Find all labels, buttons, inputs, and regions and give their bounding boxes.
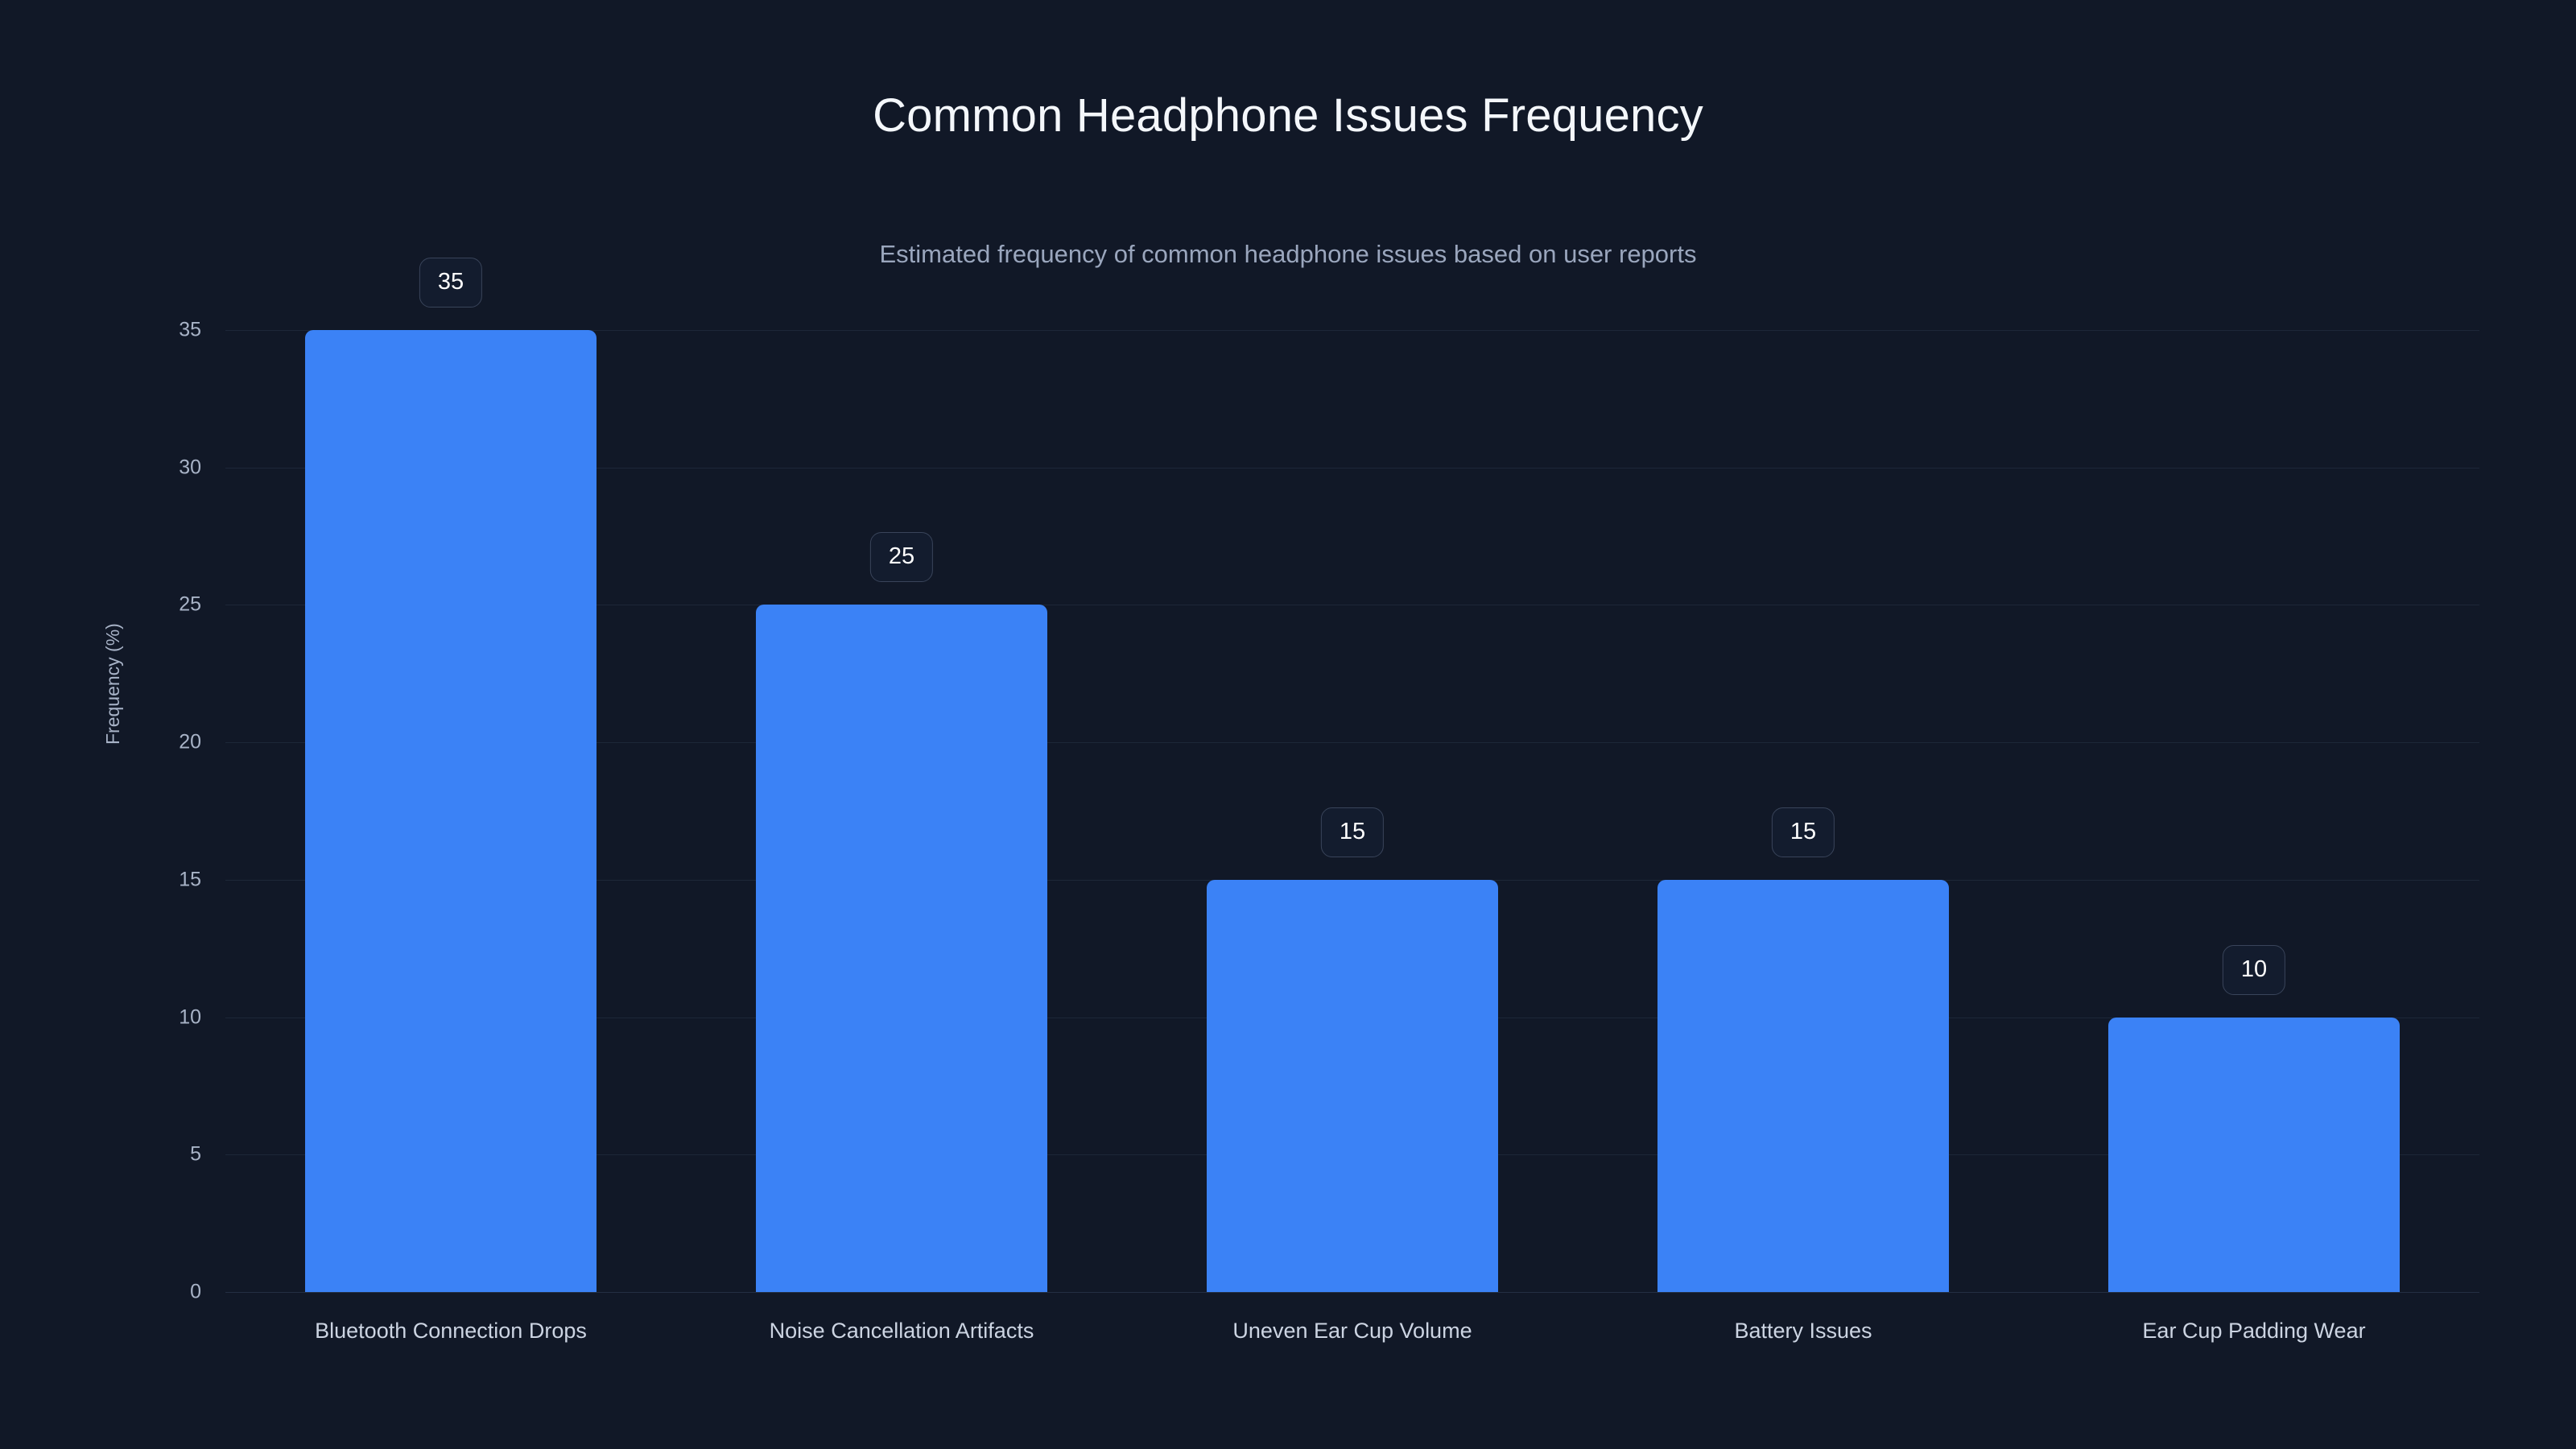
- plot-area: 35 25 15 15 10: [225, 258, 2479, 1293]
- bar[interactable]: [2108, 1017, 2400, 1292]
- chart-subtitle: Estimated frequency of common headphone …: [879, 240, 1697, 268]
- chart-title: Common Headphone Issues Frequency: [873, 89, 1703, 142]
- bar[interactable]: [305, 330, 597, 1292]
- bar-group[interactable]: 25: [756, 330, 1047, 1292]
- bar-value-label: 15: [1771, 807, 1835, 857]
- y-axis-tick-label: 35: [179, 318, 201, 341]
- gridline: [225, 742, 2479, 744]
- x-axis-tick-label: Battery Issues: [1734, 1319, 1872, 1343]
- bar-group[interactable]: 10: [2108, 330, 2400, 1292]
- bar-value-label: 15: [1320, 807, 1385, 857]
- bar-value-label: 10: [2222, 944, 2286, 995]
- bar[interactable]: [1657, 879, 1949, 1292]
- gridline: [225, 330, 2479, 331]
- x-axis-tick-label: Ear Cup Padding Wear: [2142, 1319, 2366, 1343]
- y-axis-tick-label: 5: [190, 1142, 201, 1166]
- y-axis-tick-label: 15: [179, 868, 201, 891]
- y-axis-title: Frequency (%): [102, 623, 123, 745]
- bar[interactable]: [1207, 879, 1498, 1292]
- bar-group[interactable]: 35: [305, 258, 597, 1292]
- y-axis-tick-label: 0: [190, 1280, 201, 1303]
- bar-group[interactable]: 15: [1207, 330, 1498, 1292]
- y-axis-tick-label: 10: [179, 1005, 201, 1029]
- y-axis-tick-label: 20: [179, 730, 201, 753]
- bar-group[interactable]: 15: [1657, 330, 1949, 1292]
- y-axis-tick-label: 25: [179, 592, 201, 616]
- bar-value-label: 35: [419, 258, 483, 308]
- x-axis-tick-label: Noise Cancellation Artifacts: [769, 1319, 1034, 1343]
- x-axis-tick-label: Uneven Ear Cup Volume: [1232, 1319, 1472, 1343]
- x-axis-tick-label: Bluetooth Connection Drops: [315, 1319, 587, 1343]
- gridline: [225, 1292, 2479, 1293]
- bar[interactable]: [756, 605, 1047, 1292]
- gridline: [225, 467, 2479, 469]
- bar-value-label: 25: [869, 532, 934, 583]
- y-axis-tick-label: 30: [179, 456, 201, 479]
- bars-layer: 35 25 15 15 10: [225, 258, 2479, 1292]
